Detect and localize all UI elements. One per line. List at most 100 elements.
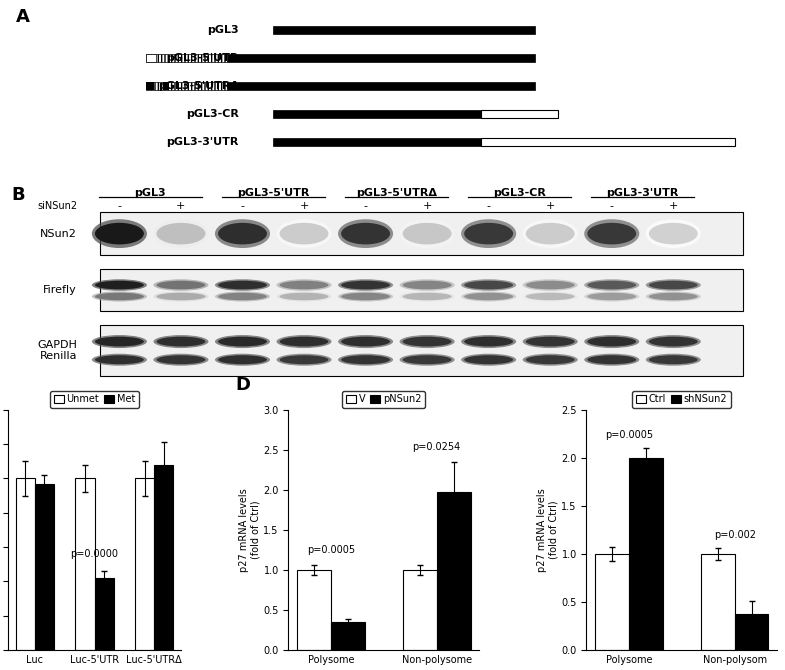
Ellipse shape [341, 293, 390, 300]
Text: -: - [487, 202, 491, 212]
Text: +: + [299, 202, 309, 212]
Ellipse shape [218, 281, 267, 289]
Bar [273, 138, 481, 146]
Bar [701, 554, 735, 650]
Ellipse shape [95, 336, 144, 346]
Ellipse shape [341, 223, 390, 245]
Ellipse shape [461, 335, 517, 348]
Bar [100, 212, 743, 255]
Ellipse shape [584, 354, 639, 366]
Text: p=0.0254: p=0.0254 [413, 442, 461, 452]
Bar [595, 554, 629, 650]
Ellipse shape [338, 219, 393, 248]
Ellipse shape [587, 293, 636, 300]
Ellipse shape [215, 354, 270, 366]
Ellipse shape [218, 336, 267, 346]
Text: -: - [240, 202, 244, 212]
Bar [35, 484, 54, 650]
Ellipse shape [587, 336, 636, 346]
Bar [481, 110, 558, 118]
Ellipse shape [279, 223, 328, 245]
Ellipse shape [461, 354, 517, 366]
Text: pGL3-5'UTRΔ: pGL3-5'UTRΔ [158, 81, 239, 91]
Ellipse shape [338, 354, 393, 366]
Text: pGL3-CR: pGL3-CR [493, 188, 546, 198]
Bar [227, 54, 535, 62]
Ellipse shape [584, 335, 639, 348]
Ellipse shape [461, 291, 517, 302]
Text: pGL3-CR: pGL3-CR [186, 109, 239, 119]
Ellipse shape [276, 335, 331, 348]
Ellipse shape [153, 279, 209, 291]
Ellipse shape [403, 336, 451, 346]
Bar [273, 110, 481, 118]
Text: -: - [610, 202, 614, 212]
Ellipse shape [215, 335, 270, 348]
Ellipse shape [341, 355, 390, 364]
Bar [273, 25, 535, 34]
Bar [403, 570, 436, 650]
Bar [163, 82, 168, 90]
Ellipse shape [153, 335, 209, 348]
Text: pGL3-5'UTR: pGL3-5'UTR [237, 188, 309, 198]
Ellipse shape [646, 219, 701, 248]
Bar [146, 82, 154, 90]
Text: +: + [669, 202, 678, 212]
Bar [298, 570, 331, 650]
Text: B: B [12, 186, 25, 204]
Ellipse shape [649, 336, 698, 346]
Ellipse shape [523, 354, 578, 366]
Ellipse shape [218, 223, 267, 245]
Legend: Ctrl, shNSun2: Ctrl, shNSun2 [633, 391, 732, 409]
Ellipse shape [156, 223, 206, 245]
Text: pGL3-5'UTR: pGL3-5'UTR [166, 53, 239, 63]
Ellipse shape [649, 355, 698, 364]
Bar [227, 82, 535, 90]
Y-axis label: p27 mRNA levels
(fold of Ctrl): p27 mRNA levels (fold of Ctrl) [239, 488, 261, 572]
Bar [146, 54, 227, 62]
Bar [135, 478, 154, 650]
Ellipse shape [218, 355, 267, 364]
Ellipse shape [338, 335, 393, 348]
Ellipse shape [526, 355, 575, 364]
Bar [735, 614, 769, 650]
Ellipse shape [276, 219, 331, 248]
Ellipse shape [279, 281, 328, 289]
Bar [629, 458, 663, 650]
Ellipse shape [649, 281, 698, 289]
Legend: V, pNSun2: V, pNSun2 [342, 391, 425, 409]
Bar [94, 578, 114, 650]
Text: p=0.002: p=0.002 [714, 531, 756, 541]
Ellipse shape [526, 223, 575, 245]
Ellipse shape [276, 354, 331, 366]
Ellipse shape [649, 293, 698, 300]
Text: pGL3: pGL3 [134, 188, 166, 198]
Ellipse shape [95, 281, 144, 289]
Bar [146, 54, 155, 62]
Ellipse shape [523, 291, 578, 302]
Ellipse shape [153, 291, 209, 302]
Y-axis label: p27 mRNA levels
(fold of Ctrl): p27 mRNA levels (fold of Ctrl) [537, 488, 558, 572]
Ellipse shape [338, 291, 393, 302]
Ellipse shape [526, 281, 575, 289]
Ellipse shape [95, 293, 144, 300]
Bar [436, 492, 470, 650]
Ellipse shape [215, 279, 270, 291]
Ellipse shape [215, 219, 270, 248]
Legend: Unmet, Met: Unmet, Met [50, 391, 139, 409]
Text: +: + [177, 202, 185, 212]
Ellipse shape [153, 354, 209, 366]
Ellipse shape [403, 281, 451, 289]
Ellipse shape [92, 354, 147, 366]
Ellipse shape [95, 223, 144, 245]
Bar [75, 478, 94, 650]
Ellipse shape [584, 291, 639, 302]
Ellipse shape [523, 279, 578, 291]
Ellipse shape [279, 336, 328, 346]
Ellipse shape [526, 336, 575, 346]
Text: NSun2: NSun2 [40, 228, 77, 239]
Text: D: D [235, 376, 250, 394]
Ellipse shape [461, 219, 517, 248]
Ellipse shape [584, 219, 639, 248]
Ellipse shape [464, 281, 513, 289]
